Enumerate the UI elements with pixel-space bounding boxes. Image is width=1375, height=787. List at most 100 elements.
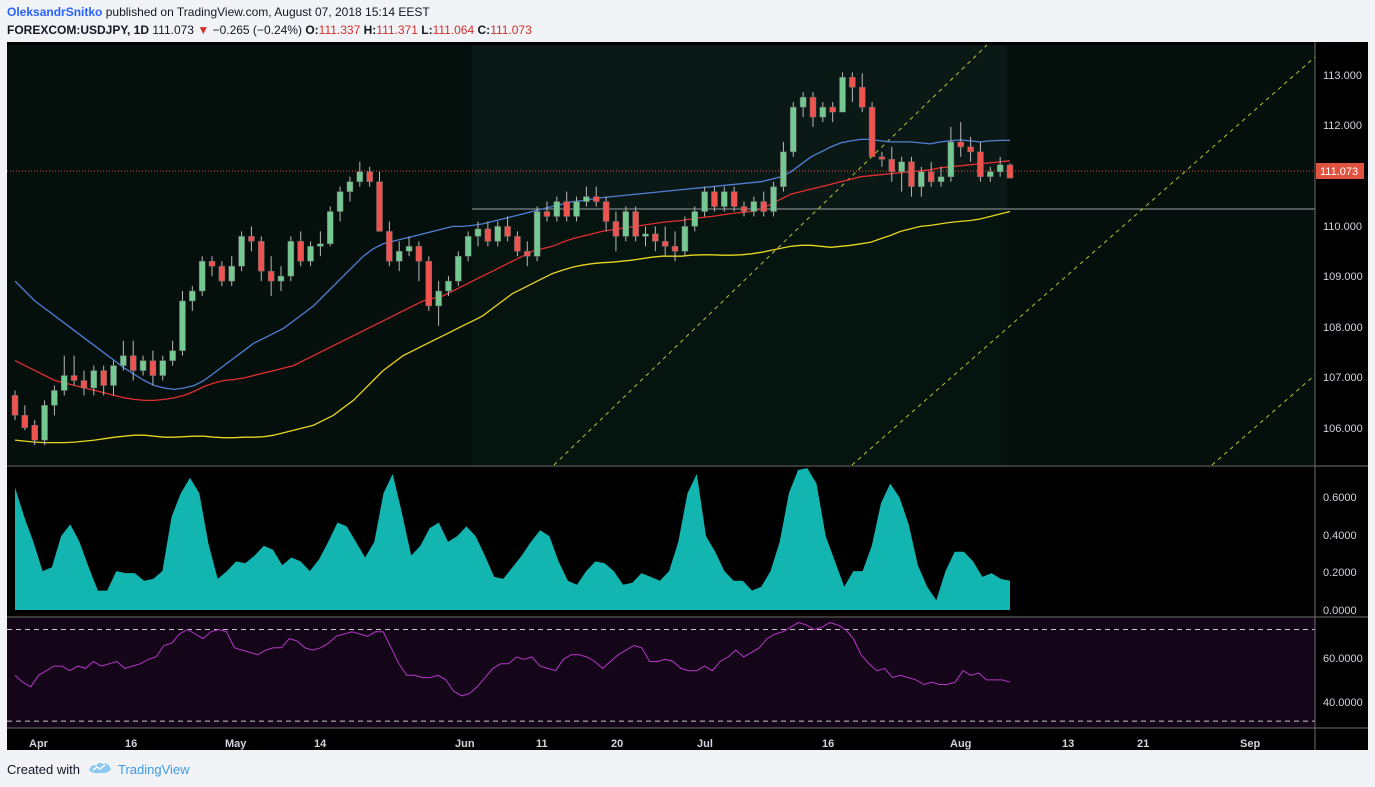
candle-up[interactable] [898, 156, 905, 192]
candle-up[interactable] [356, 161, 364, 187]
rsi-pane[interactable] [7, 618, 1315, 728]
candle-down[interactable] [740, 201, 748, 217]
candle-up[interactable] [307, 241, 314, 267]
candle-down[interactable] [592, 186, 600, 207]
atr-axis[interactable]: 0.6000 0.4000 0.2000 0.0000 [1323, 492, 1357, 617]
candle-up[interactable] [238, 231, 245, 272]
candle-up[interactable] [691, 206, 699, 232]
candle-down[interactable] [858, 73, 866, 113]
candle-up[interactable] [573, 196, 580, 222]
ema-slow-line[interactable] [14, 210, 1011, 444]
candle-down[interactable] [878, 151, 886, 167]
candle-down[interactable] [563, 191, 570, 222]
candle-down[interactable] [366, 166, 373, 187]
candle-up[interactable] [839, 72, 846, 113]
channel-line-middle[interactable] [851, 56, 1316, 466]
candle-down[interactable] [208, 256, 216, 277]
candle-down[interactable] [218, 261, 226, 287]
candle-up[interactable] [435, 281, 442, 326]
candle-down[interactable] [957, 122, 964, 157]
candle-down[interactable] [829, 102, 836, 123]
candles-group[interactable] [11, 72, 1014, 446]
candle-down[interactable] [849, 72, 856, 103]
candle-up[interactable] [701, 186, 708, 217]
candle-up[interactable] [987, 166, 994, 182]
candle-up[interactable] [139, 355, 147, 376]
candle-up[interactable] [169, 340, 176, 366]
candle-up[interactable] [780, 141, 787, 192]
candle-down[interactable] [661, 226, 669, 257]
candle-up[interactable] [336, 186, 344, 222]
candle-up[interactable] [405, 236, 413, 257]
candle-down[interactable] [425, 256, 433, 311]
candle-up[interactable] [622, 206, 630, 242]
candle-down[interactable] [297, 231, 304, 267]
atr-pane[interactable] [15, 468, 1010, 610]
candle-up[interactable] [41, 400, 48, 446]
candle-up[interactable] [455, 251, 462, 287]
candle-down[interactable] [652, 226, 659, 252]
candle-up[interactable] [326, 206, 334, 247]
candle-up[interactable] [395, 241, 403, 272]
candle-down[interactable] [129, 340, 137, 381]
candle-down[interactable] [248, 226, 255, 252]
candle-up[interactable] [346, 176, 354, 202]
candle-up[interactable] [179, 291, 186, 356]
candle-down[interactable] [21, 405, 29, 431]
candle-down[interactable] [504, 216, 511, 242]
candle-down[interactable] [671, 231, 679, 262]
candle-down[interactable] [524, 241, 531, 267]
candle-down[interactable] [149, 350, 157, 386]
candle-down[interactable] [80, 370, 88, 396]
candle-down[interactable] [809, 92, 817, 128]
candle-up[interactable] [642, 226, 649, 247]
candle-up[interactable] [110, 360, 117, 396]
candle-up[interactable] [533, 206, 541, 262]
candle-up[interactable] [159, 355, 167, 381]
candle-down[interactable] [543, 201, 551, 222]
ema-fast-line[interactable] [14, 138, 1010, 391]
candle-up[interactable] [51, 385, 58, 416]
symbol-name[interactable]: FOREXCOM:USDJPY, 1D [7, 23, 150, 37]
tradingview-logo-icon[interactable] [88, 760, 112, 776]
candle-up[interactable] [721, 186, 728, 212]
tradingview-brand-link[interactable]: TradingView [118, 762, 190, 777]
candle-up[interactable] [799, 92, 807, 118]
candle-up[interactable] [287, 236, 295, 282]
candle-up[interactable] [61, 355, 68, 396]
candle-up[interactable] [494, 221, 501, 247]
candle-down[interactable] [888, 146, 896, 182]
candle-up[interactable] [90, 365, 98, 396]
price-axis[interactable]: 113.000 112.000 110.000 109.000 108.000 … [1316, 70, 1364, 435]
chart-canvas[interactable]: 113.000 112.000 110.000 109.000 108.000 … [7, 42, 1368, 750]
candle-up[interactable] [464, 231, 472, 262]
candle-down[interactable] [977, 141, 984, 182]
candle-up[interactable] [474, 221, 482, 247]
candle-down[interactable] [484, 221, 492, 247]
candle-down[interactable] [31, 420, 38, 446]
candle-up[interactable] [198, 256, 206, 297]
candle-up[interactable] [189, 286, 196, 311]
candle-down[interactable] [11, 390, 19, 421]
candle-up[interactable] [918, 166, 925, 197]
candle-down[interactable] [868, 102, 876, 158]
candle-down[interactable] [760, 191, 767, 217]
candle-up[interactable] [770, 181, 777, 217]
candle-up[interactable] [277, 266, 285, 292]
candle-down[interactable] [386, 221, 393, 267]
candle-up[interactable] [228, 256, 235, 287]
candle-up[interactable] [445, 276, 452, 297]
candle-down[interactable] [612, 211, 620, 252]
candle-down[interactable] [711, 186, 718, 212]
candle-down[interactable] [267, 256, 275, 297]
candle-up[interactable] [681, 216, 689, 257]
candle-up[interactable] [317, 231, 324, 257]
rsi-axis[interactable]: 60.0000 40.0000 [1323, 653, 1363, 709]
candle-down[interactable] [908, 156, 915, 197]
candle-down[interactable] [100, 365, 107, 396]
price-pane[interactable] [7, 44, 1316, 466]
candle-up[interactable] [120, 340, 127, 371]
author-link[interactable]: OleksandrSnitko [7, 5, 103, 19]
candle-up[interactable] [750, 196, 758, 217]
candle-up[interactable] [553, 196, 561, 222]
